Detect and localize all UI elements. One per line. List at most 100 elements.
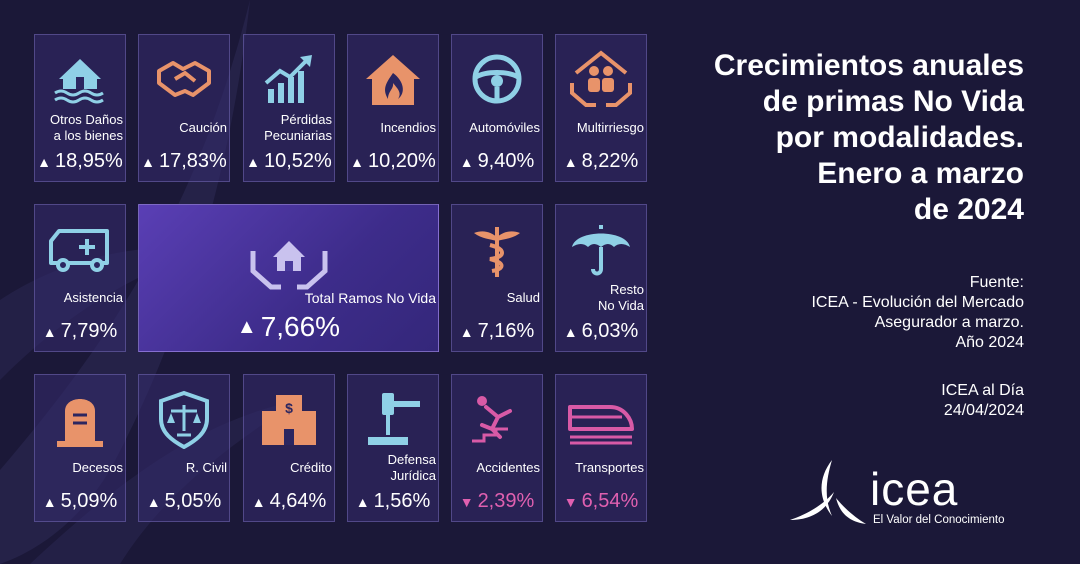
category-label-line: Otros Daños [50,112,123,127]
publication-date: 24/04/2024 [943,402,1024,419]
source-note: Fuente: ICEA - Evolución del Mercado Ase… [664,273,1024,353]
category-tile: Multirriesgo ▲ 8,22% [555,34,647,182]
title-line: Crecimientos anuales [713,49,1024,82]
up-triangle-icon: ▲ [141,153,155,170]
category-tile: Otros Daños a los bienes ▲ 18,95% [34,34,126,182]
growth-value-text: 7,66% [260,311,341,342]
category-label-line: Jurídica [390,468,436,483]
category-tile: Incendios ▲ 10,20% [347,34,439,182]
category-tile: Defensa Jurídica ▲ 1,56% [347,374,439,522]
category-tile: Accidentes ▼ 2,39% [451,374,543,522]
category-label: Pérdidas Pecuniarias [246,111,332,145]
growth-value-text: 6,54% [581,490,639,512]
up-triangle-icon: ▲ [251,493,266,510]
category-label: Incendios [350,119,436,137]
icea-logo-mark [790,460,866,524]
category-tile: Decesos ▲ 5,09% [34,374,126,522]
up-triangle-icon: ▲ [563,153,578,170]
category-label: Otros Daños a los bienes [37,111,123,145]
up-triangle-icon: ▲ [37,153,51,170]
growth-value: ▲ 8,22% [556,150,646,173]
category-label-line: Total Ramos No Vida [304,290,436,306]
growth-value-text: 17,83% [159,150,227,172]
growth-value: ▲ 9,40% [452,150,542,173]
ambulance-icon [35,219,125,279]
category-label-line: Automóviles [469,120,540,135]
category-label-line: Pecuniarias [264,128,332,143]
growth-value: ▲ 6,03% [556,320,646,343]
growth-value: ▼ 6,54% [556,490,646,513]
tombstone-icon [35,389,125,449]
growth-value: ▲ 7,79% [35,320,125,343]
falling-person-icon [452,389,542,449]
category-label-line: R. Civil [185,460,227,475]
growth-value-text: 10,20% [368,150,436,172]
up-triangle-icon: ▲ [459,153,474,170]
bank-building-icon: $ [244,389,334,449]
growth-value-text: 9,40% [477,150,535,172]
category-label: R. Civil [141,459,227,477]
title-line: por modalidades. [775,121,1024,154]
category-label: Salud [454,289,540,307]
category-label: Resto No Vida [558,281,644,315]
growth-value: ▲ 10,20% [348,150,438,173]
up-triangle-icon: ▲ [563,323,578,340]
growth-value-text: 4,64% [269,490,327,512]
category-label-line: Decesos [72,460,123,475]
down-triangle-icon: ▼ [459,493,474,510]
title-line: de primas No Vida [762,85,1024,118]
category-label: Caución [141,119,227,137]
category-label: Decesos [37,459,123,477]
house-hands-icon [139,223,438,295]
growth-value-text: 5,05% [164,490,222,512]
svg-text:$: $ [285,400,293,416]
up-triangle-icon: ▲ [459,323,474,340]
category-tile: Pérdidas Pecuniarias ▲ 10,52% [243,34,335,182]
category-tile: Transportes ▼ 6,54% [555,374,647,522]
up-triangle-icon: ▲ [146,493,161,510]
family-protection-icon [556,49,646,109]
category-label: Defensa Jurídica [350,451,436,485]
train-icon [556,389,646,449]
growth-value-text: 18,95% [55,150,123,172]
category-tile: Salud ▲ 7,16% [451,204,543,352]
growth-value: ▲ 7,16% [452,320,542,343]
category-label-line: Defensa [387,452,436,467]
category-tile: Caución ▲ 17,83% [138,34,230,182]
category-label-line: Pérdidas [280,112,332,127]
source-line: ICEA - Evolución del Mercado [811,294,1024,311]
page-title: Crecimientos anuales de primas No Vida p… [650,48,1024,228]
category-tile: Asistencia ▲ 7,79% [34,204,126,352]
category-tile: Automóviles ▲ 9,40% [451,34,543,182]
category-tile: Resto No Vida ▲ 6,03% [555,204,647,352]
growth-value: ▲ 10,52% [244,150,334,173]
logo-wordmark: icea [870,463,959,515]
steering-wheel-icon [452,49,542,109]
category-label: Crédito [246,459,332,477]
category-label-line: Resto [610,282,644,297]
up-triangle-icon: ▲ [355,493,370,510]
category-label-line: No Vida [597,298,644,313]
growth-value-text: 7,79% [60,320,118,342]
category-tile: $ Crédito ▲ 4,64% [243,374,335,522]
category-label-line: Crédito [290,460,332,475]
category-label-line: Caución [179,120,227,135]
category-tile: R. Civil ▲ 5,05% [138,374,230,522]
category-label: Accidentes [454,459,540,477]
category-label: Multirriesgo [558,119,644,137]
up-triangle-icon: ▲ [350,153,364,170]
umbrella-icon [556,219,646,279]
gavel-icon [348,389,438,449]
category-label-line: Transportes [575,460,644,475]
title-line: de 2024 [913,193,1024,226]
growth-value-text: 7,16% [477,320,535,342]
up-triangle-icon: ▲ [42,323,57,340]
caduceus-icon [452,219,542,279]
growth-value-text: 5,09% [60,490,118,512]
growth-value: ▲ 5,09% [35,490,125,513]
category-label: Total Ramos No Vida [141,289,436,307]
publication-note: ICEA al Día 24/04/2024 [941,381,1024,421]
growth-chart-icon [244,49,334,109]
source-line: Asegurador a marzo. [874,314,1024,331]
category-label-line: Incendios [380,120,436,135]
